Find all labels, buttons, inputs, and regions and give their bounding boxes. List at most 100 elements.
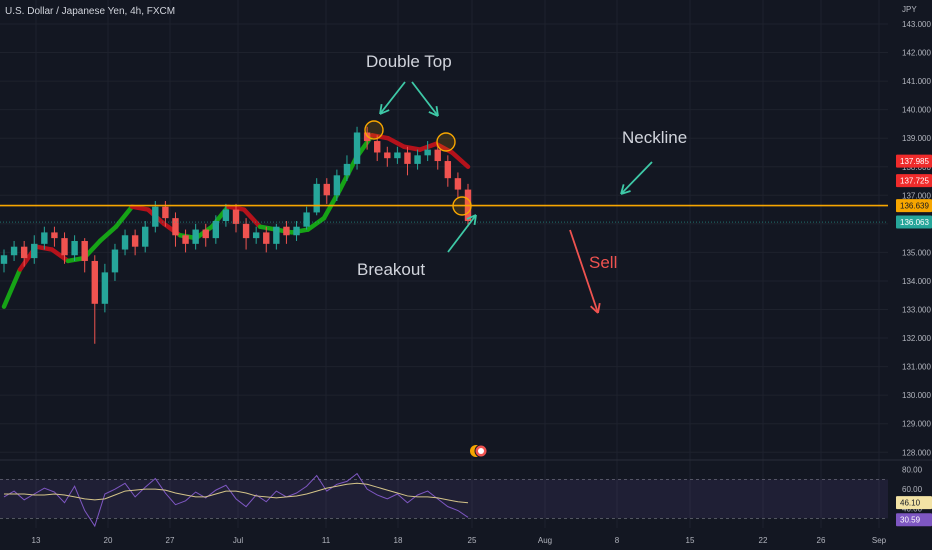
candle-body [252,232,260,239]
annotations [0,81,888,314]
candle-body [202,229,209,239]
grid [0,0,932,528]
candle-body [142,226,149,247]
candle-body [232,209,240,224]
candle-body [242,223,250,239]
arrow-head [428,111,439,117]
time-tick-label: Jul [233,536,243,545]
price-axis[interactable]: 143.000142.000141.000140.000139.000138.0… [896,20,932,527]
time-tick-label: 25 [468,536,477,545]
sell-label: Sell [589,253,617,272]
double-top-arrow-left [379,81,406,115]
candle-body [414,155,421,164]
rsi-tag [896,496,932,510]
rsi-line [3,472,469,528]
candle-body [212,220,220,239]
candle-body [353,132,361,164]
time-tick-label: 13 [32,536,41,545]
candle-body [374,141,381,153]
double-top-label: Double Top [366,52,452,71]
candle-body [192,229,199,244]
candle-body [404,152,411,164]
price-tick-label: 141.000 [902,77,931,86]
time-tick-label: 18 [394,536,403,545]
ma-segment [1,267,23,309]
symbol-title[interactable]: U.S. Dollar / Japanese Yen, 4h, FXCM [5,6,175,17]
rsi-tick-label: 80.00 [902,466,923,475]
candle-body [152,206,159,227]
price-tick-label: 142.000 [902,49,931,58]
candle-body [263,232,270,244]
price-tick-label: 140.000 [902,106,931,115]
breakout-marker [452,196,472,216]
arrow-shaft [569,229,599,314]
event-dot-icon [478,448,484,454]
price-tick-label: 133.000 [902,306,931,315]
arrow-head [379,103,383,115]
price-tag-label: 136.639 [900,202,929,211]
price-tick-label: 135.000 [902,248,931,257]
price-tick-label: 132.000 [902,334,931,343]
candle-body [313,183,320,213]
candle-body [51,232,58,239]
time-tick-label: 11 [322,536,331,545]
candle-body [71,240,78,256]
ma-segment [305,215,327,232]
time-tick-label: 20 [104,536,113,545]
double-top-arrow-right [411,81,439,117]
event-badge[interactable] [470,444,488,458]
price-tag-label: 137.985 [900,157,929,166]
time-tick-label: 22 [759,536,768,545]
currency-label: JPY [902,5,917,14]
price-tag [896,215,932,229]
arrow-head [620,184,625,195]
ma-segment [65,255,87,264]
arrow-head [590,305,599,314]
arrow-shaft [411,81,439,117]
neckline-arrow [620,161,653,195]
candle-body [384,152,391,159]
price-tag [896,199,932,213]
price-tick-label: 131.000 [902,363,931,372]
candle-body [394,152,401,159]
candle-body [293,226,300,236]
top-2-marker [436,132,456,152]
candle-body [121,235,129,250]
time-tick-label: 27 [166,536,175,545]
candle-body [131,235,139,247]
ma-segment [241,207,263,229]
candle-body [0,255,8,264]
candle-body [323,183,330,196]
breakout-label: Breakout [357,260,425,279]
rsi-tag-label: 30.59 [900,516,921,525]
arrow-shaft [379,81,406,115]
price-tag [896,174,932,188]
ma-segment [49,247,71,264]
candle-body [31,243,38,259]
breakout-arrow [447,214,477,253]
arrow-shaft [620,161,653,195]
top-1-marker [364,120,384,140]
price-tick-label: 139.000 [902,134,931,143]
rsi-tick-label: 60.00 [902,485,923,494]
candles [0,126,472,344]
candle-body [424,149,431,156]
time-tick-label: 15 [686,536,695,545]
candle-body [111,249,119,273]
time-axis[interactable]: 13 20 27 Jul 11 18 25 Aug 8 15 22 26 Sep [32,536,887,545]
time-tick-label: Sep [872,536,887,545]
arrow-head [620,190,631,195]
candle-body [434,149,441,162]
price-tick-label: 137.000 [902,191,931,200]
rsi-tag [896,513,932,527]
candle-body [273,226,280,244]
rsi-tag-label: 46.10 [900,499,921,508]
candle-body [41,232,48,244]
neckline-label: Neckline [622,128,687,147]
price-tick-label: 143.000 [902,20,931,29]
arrow-head [597,302,601,314]
arrow-head [466,214,477,220]
candle-body [444,161,452,179]
price-tick-label: 130.000 [902,391,931,400]
